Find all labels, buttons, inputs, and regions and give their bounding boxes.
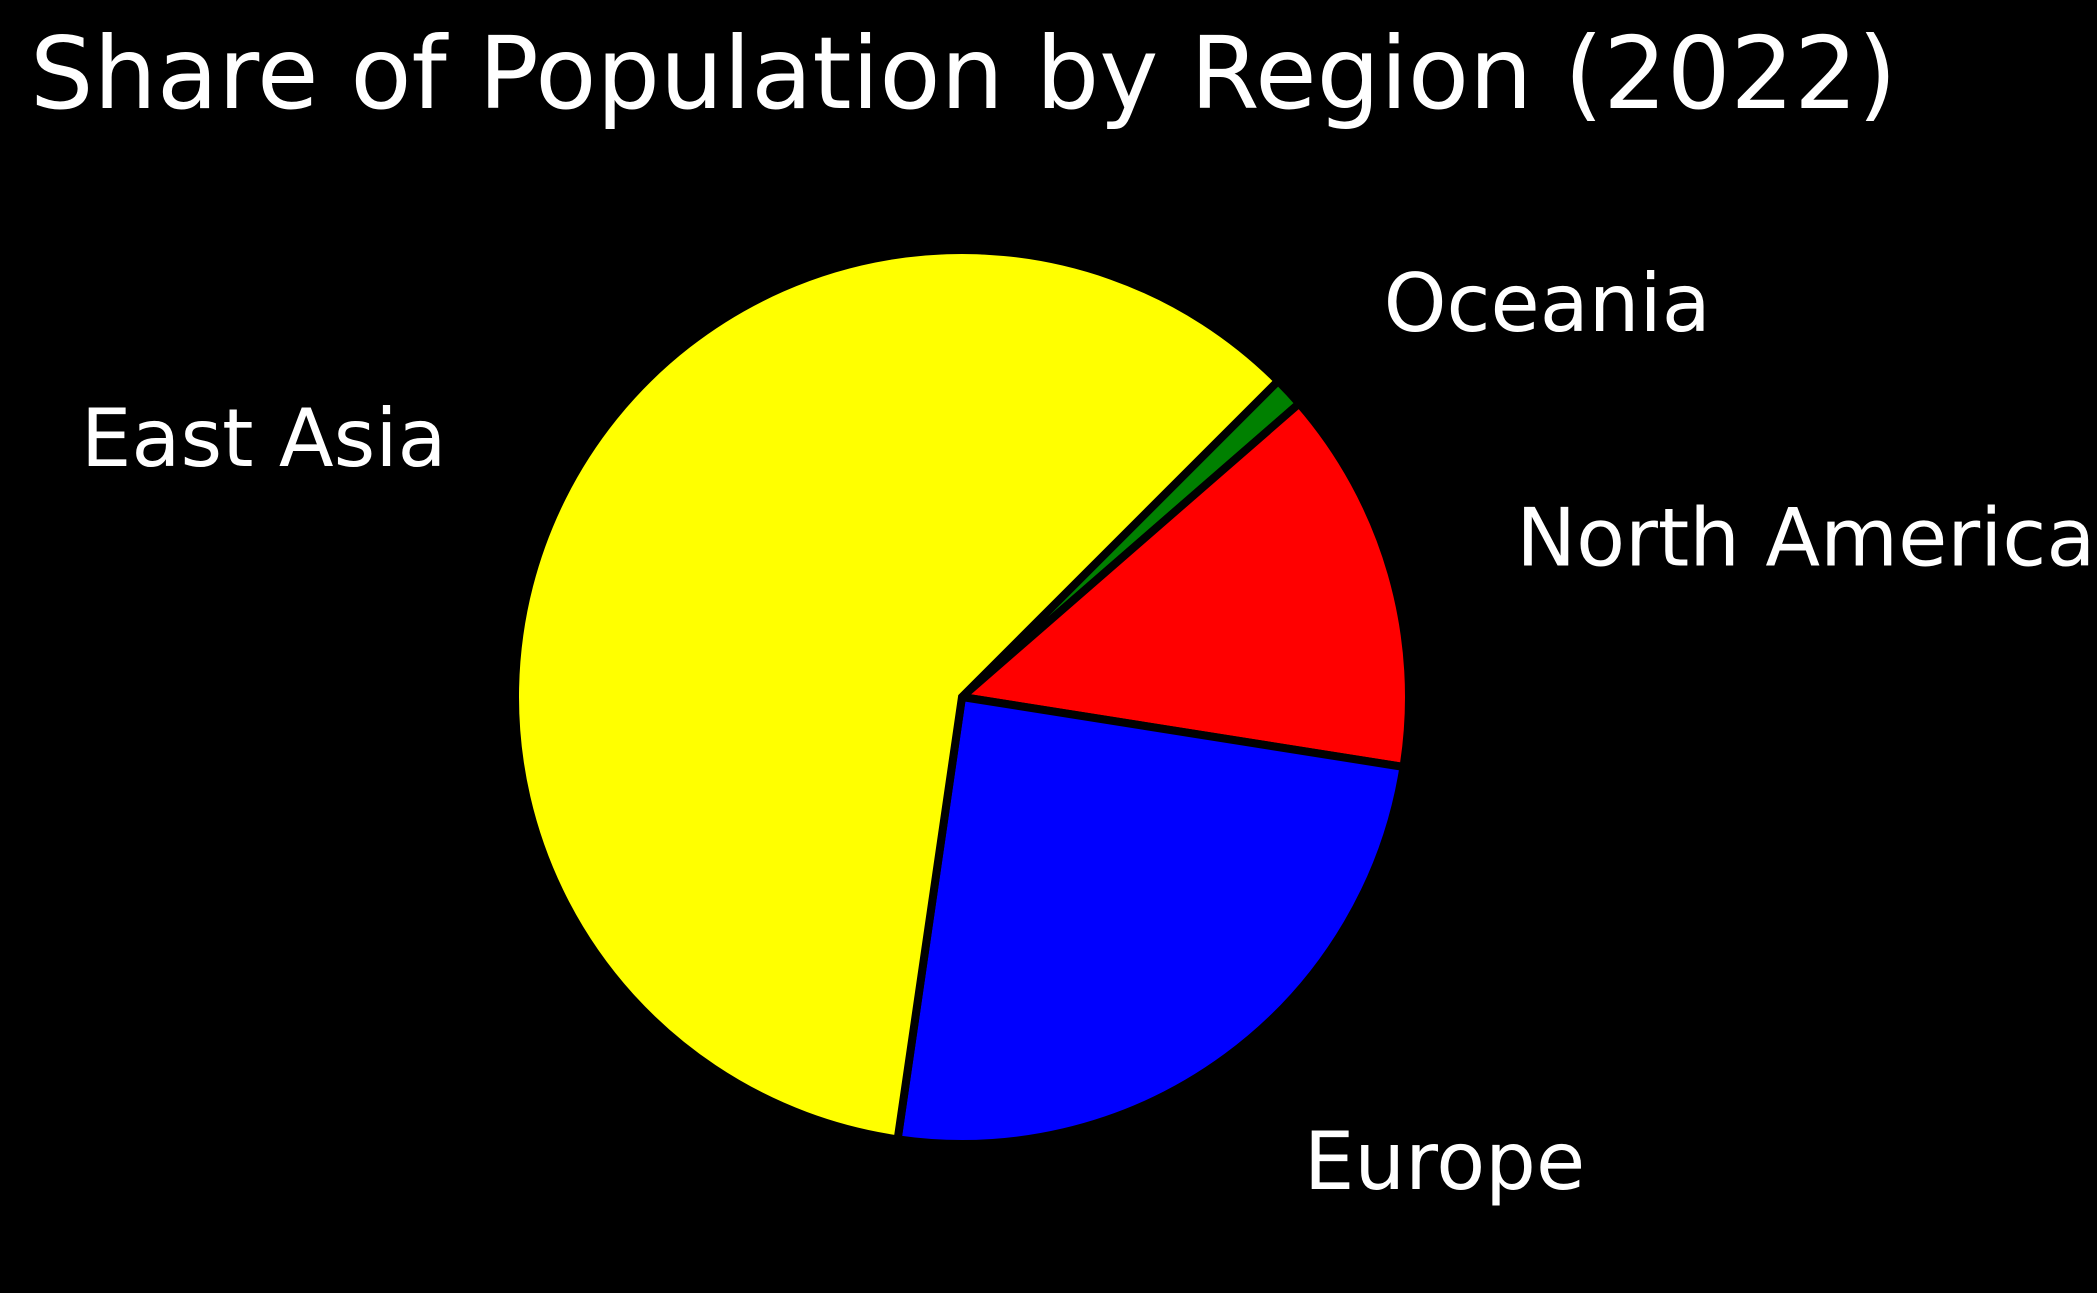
- pie-slice-north-america: [952, 397, 1413, 772]
- pie-label-east-asia: East Asia: [81, 392, 447, 485]
- pie-label-north-america: North America: [1516, 491, 2095, 584]
- pie-slices: [511, 246, 1413, 1148]
- chart-title: Share of Population by Region (2022): [30, 15, 1897, 132]
- pie-slice-europe: [893, 692, 1409, 1148]
- pie-labels: Oceania North America Europe East Asia: [81, 257, 2096, 1208]
- pie-slice-east-asia: [511, 246, 1284, 1144]
- pie-label-europe: Europe: [1304, 1115, 1585, 1208]
- pie-label-oceania: Oceania: [1384, 257, 1711, 350]
